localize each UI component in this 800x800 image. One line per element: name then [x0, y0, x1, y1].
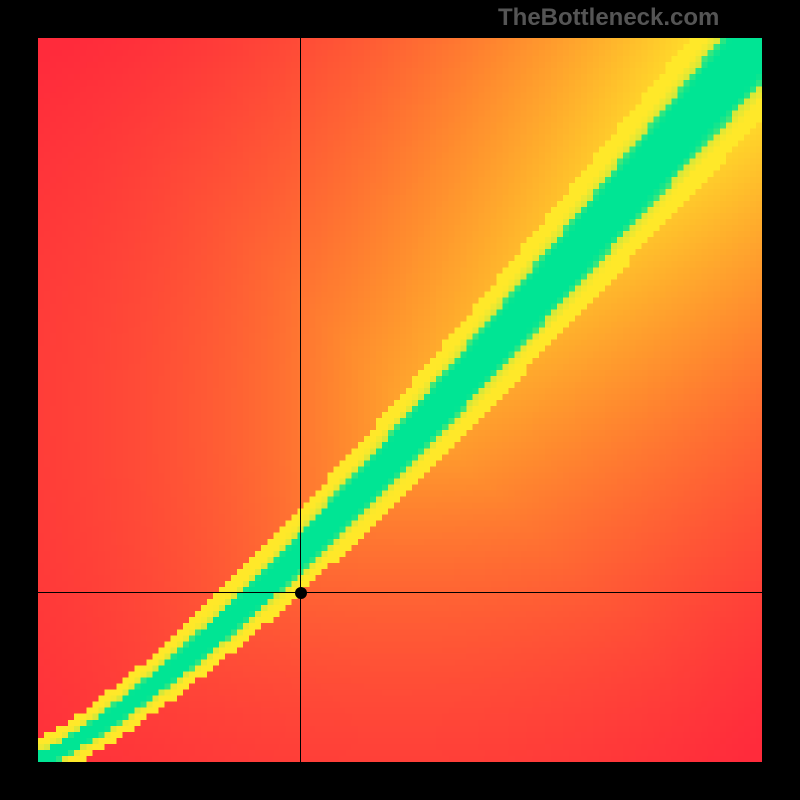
- heatmap-plot: [38, 38, 762, 762]
- watermark-text: TheBottleneck.com: [498, 4, 719, 32]
- marker-dot: [295, 587, 307, 599]
- crosshair-vertical: [300, 38, 301, 762]
- heatmap-canvas: [38, 38, 762, 762]
- crosshair-horizontal: [38, 592, 762, 593]
